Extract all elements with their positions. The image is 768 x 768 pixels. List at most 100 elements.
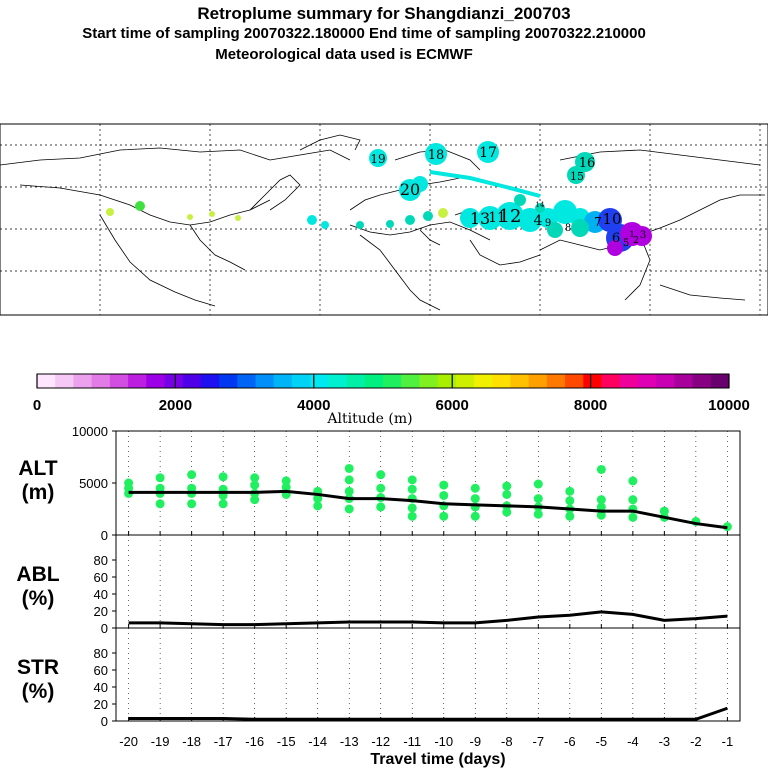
- colorbar-swatch: [637, 374, 657, 388]
- plume-spot: [405, 215, 415, 225]
- colorbar-swatch: [182, 374, 202, 388]
- colorbar-swatch: [164, 374, 184, 388]
- chart-title: Retroplume summary for Shangdianzi_20070…: [197, 4, 571, 23]
- colorbar-swatch: [674, 374, 694, 388]
- x-tick-label: -1: [722, 734, 734, 749]
- plume-point: [533, 479, 543, 489]
- plume-point: [376, 470, 386, 480]
- colorbar-swatch: [91, 374, 111, 388]
- panel-alt: 0 5000 10000 ALT(m): [18, 424, 741, 543]
- x-tick-label: -8: [501, 734, 513, 749]
- x-tick-label: -5: [596, 734, 608, 749]
- plume-day-label: 11: [488, 210, 506, 226]
- plume-point: [250, 495, 260, 505]
- plume-day-label: 3: [640, 230, 646, 241]
- plume-point: [659, 506, 669, 516]
- plume-day-label: 20: [400, 180, 420, 199]
- plume-point: [565, 496, 575, 506]
- plume-point: [407, 511, 417, 521]
- colorbar-swatch: [510, 374, 530, 388]
- x-tick-label: -10: [434, 734, 453, 749]
- x-tick-label: -9: [469, 734, 481, 749]
- plume-point: [502, 481, 512, 491]
- colorbar-swatch: [310, 374, 329, 388]
- x-tick-label: -11: [403, 734, 421, 749]
- colorbar-tick-labels: 0 2000 4000 6000 8000 10000: [33, 374, 750, 414]
- y-axis-label: (%): [22, 680, 55, 703]
- colorbar-swatch: [601, 374, 621, 388]
- x-tick-label: -7: [533, 734, 545, 749]
- plume-spot: [425, 143, 447, 165]
- plume-day-label: 8: [565, 223, 571, 234]
- y-tick-label: 0: [101, 714, 108, 729]
- y-tick-label: 20: [94, 604, 108, 619]
- plume-point: [376, 483, 386, 493]
- colorbar-swatch: [492, 374, 511, 388]
- plume-point: [439, 490, 449, 500]
- plume-day-label: 6: [612, 231, 620, 246]
- colorbar-tick-label: 6000: [436, 397, 469, 414]
- plume-spot: [518, 208, 542, 232]
- plume-day-label: 10: [602, 210, 621, 228]
- colorbar-tick-label: 4000: [297, 397, 330, 414]
- plume-spot: [369, 149, 387, 167]
- colorbar-swatch: [383, 374, 402, 388]
- plume-point: [155, 499, 165, 509]
- plume-point: [407, 475, 417, 485]
- plume-spot: [307, 215, 317, 225]
- plume-spot: [235, 215, 241, 221]
- plume-spot: [567, 166, 585, 184]
- y-tick-label: 0: [101, 621, 108, 636]
- plume-spot: [106, 208, 114, 216]
- series-line: [128, 610, 728, 627]
- plume-point: [470, 483, 480, 493]
- colorbar-swatch: [146, 374, 165, 388]
- plume-day-label: 2: [633, 236, 639, 246]
- plume-spot: [477, 141, 499, 163]
- plume-spots: [106, 141, 652, 256]
- plume-spot: [571, 219, 589, 237]
- plume-point: [502, 489, 512, 499]
- panel-abl: 0 20 40 60 80 ABL(%): [16, 534, 741, 636]
- plume-day-label: 15: [570, 170, 584, 183]
- plume-point: [218, 472, 228, 482]
- colorbar-swatch: [273, 374, 293, 388]
- y-tick-label: 40: [94, 680, 108, 695]
- colorbar-swatch: [219, 374, 238, 388]
- plume-spot: [547, 222, 563, 238]
- plume-point: [281, 482, 291, 492]
- x-tick-label: -6: [564, 734, 576, 749]
- plume-day-label: 17: [479, 145, 497, 161]
- altitude-colorbar: [36, 373, 730, 389]
- plume-spot: [321, 221, 329, 229]
- plume-point: [596, 510, 606, 520]
- plume-spot: [386, 220, 394, 228]
- plume-point: [470, 511, 480, 521]
- plume-spot: [209, 211, 215, 217]
- colorbar-swatch: [565, 374, 584, 388]
- plume-point: [313, 501, 323, 511]
- plume-spot: [423, 211, 433, 221]
- plume-spot: [438, 208, 448, 218]
- plume-spot: [478, 206, 502, 230]
- plume-spot: [514, 194, 526, 206]
- colorbar-swatch: [255, 374, 275, 388]
- plume-spot: [356, 221, 364, 229]
- y-tick-label: 80: [94, 646, 108, 661]
- plume-point: [344, 475, 354, 485]
- plume-point: [407, 503, 417, 513]
- plume-point: [470, 494, 480, 504]
- x-tick-label: -2: [690, 734, 702, 749]
- colorbar-swatch: [37, 374, 56, 388]
- plume-point: [344, 486, 354, 496]
- series-line: [128, 706, 728, 721]
- x-tick-label: -4: [627, 734, 639, 749]
- met-data-note: Meteorological data used is ECMWF: [215, 46, 473, 63]
- plume-day-label: 12: [499, 206, 522, 227]
- plume-point: [565, 486, 575, 496]
- y-tick-label: 60: [94, 570, 108, 585]
- y-axis-label: (%): [22, 587, 55, 610]
- plume-day-label: 14: [536, 201, 545, 209]
